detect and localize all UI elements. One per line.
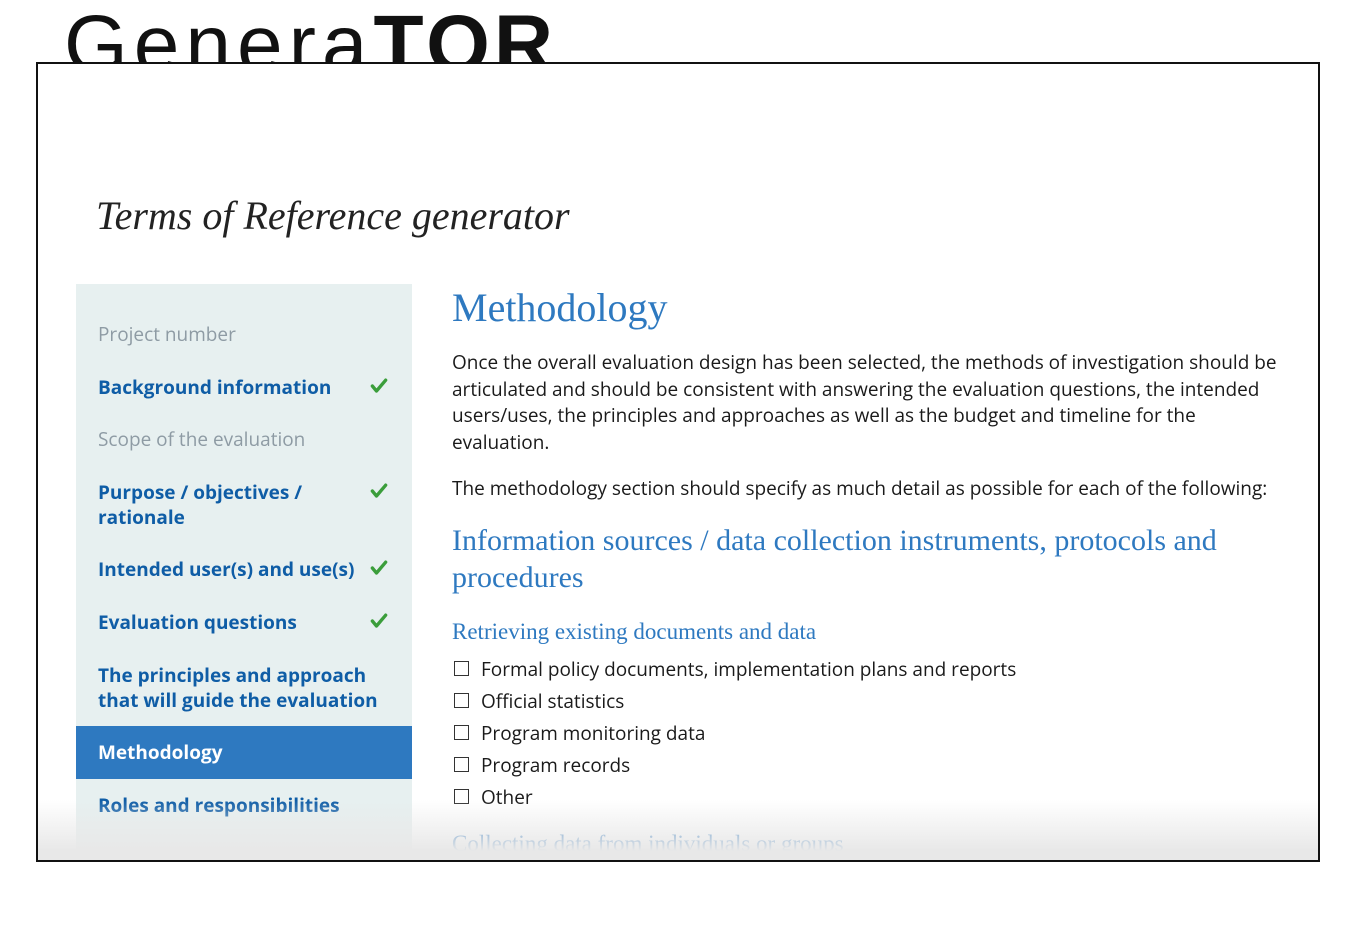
checkbox-label: Program monitoring data (481, 720, 705, 746)
sidebar-item-label: Roles and responsibilities (98, 793, 390, 818)
checkbox[interactable] (454, 789, 469, 804)
check-icon (368, 610, 390, 632)
checkbox-label: Official statistics (481, 688, 624, 714)
check-icon (368, 557, 390, 579)
intro-paragraph-2: The methodology section should specify a… (452, 475, 1278, 502)
sidebar-item-6[interactable]: The principles and approach that will gu… (76, 649, 412, 726)
checkbox-row[interactable]: Program monitoring data (452, 717, 1278, 749)
sidebar-item-3[interactable]: Purpose / objectives / rationale (76, 466, 412, 543)
checkbox-row[interactable]: Formal policy documents, implementation … (452, 653, 1278, 685)
group-title: Retrieving existing documents and data (452, 619, 1278, 645)
sidebar-item-label: Background information (98, 375, 368, 400)
columns: Project number Background information Scop… (76, 284, 1288, 860)
app-frame: Terms of Reference generator Project num… (36, 62, 1320, 862)
checkbox[interactable] (454, 757, 469, 772)
checkbox-row[interactable]: Official statistics (452, 685, 1278, 717)
checkbox[interactable] (454, 693, 469, 708)
checkbox[interactable] (454, 725, 469, 740)
sidebar: Project number Background information Scop… (76, 284, 412, 860)
sidebar-item-8[interactable]: Roles and responsibilities (76, 779, 412, 832)
sidebar-item-label: Evaluator qualifications (98, 846, 390, 862)
checkbox-label: Formal policy documents, implementation … (481, 656, 1016, 682)
checkbox-row[interactable]: Other (452, 781, 1278, 813)
checkbox-label: Program records (481, 752, 630, 778)
sidebar-item-2: Scope of the evaluation (76, 413, 412, 466)
sidebar-item-9: Evaluator qualifications (76, 832, 412, 862)
group-title: Collecting data from individuals or grou… (452, 831, 1278, 857)
subtitle: Terms of Reference generator (96, 192, 570, 239)
check-icon (368, 375, 390, 397)
checkbox-group-0: Retrieving existing documents and data Fo… (452, 619, 1278, 813)
checkbox-label: Other (481, 784, 533, 810)
sidebar-item-label: Scope of the evaluation (98, 427, 390, 452)
sidebar-item-label: Methodology (98, 740, 390, 765)
sidebar-item-1[interactable]: Background information (76, 361, 412, 414)
sidebar-item-label: The principles and approach that will gu… (98, 663, 390, 712)
intro-paragraph-1: Once the overall evaluation design has b… (452, 349, 1278, 455)
sidebar-item-label: Evaluation questions (98, 610, 368, 635)
checkbox-row[interactable]: Program records (452, 749, 1278, 781)
checkbox-group-1: Collecting data from individuals or grou… (452, 831, 1278, 860)
check-icon (368, 480, 390, 502)
sidebar-item-4[interactable]: Intended user(s) and use(s) (76, 543, 412, 596)
page-title: Methodology (452, 284, 1278, 331)
sidebar-item-label: Purpose / objectives / rationale (98, 480, 368, 529)
checkbox[interactable] (454, 661, 469, 676)
sidebar-item-7[interactable]: Methodology (76, 726, 412, 779)
sidebar-item-5[interactable]: Evaluation questions (76, 596, 412, 649)
sidebar-item-0: Project number (76, 308, 412, 361)
main-content: Methodology Once the overall evaluation … (412, 284, 1288, 860)
sidebar-item-label: Intended user(s) and use(s) (98, 557, 368, 582)
section-heading: Information sources / data collection in… (452, 522, 1278, 597)
sidebar-item-label: Project number (98, 322, 390, 347)
